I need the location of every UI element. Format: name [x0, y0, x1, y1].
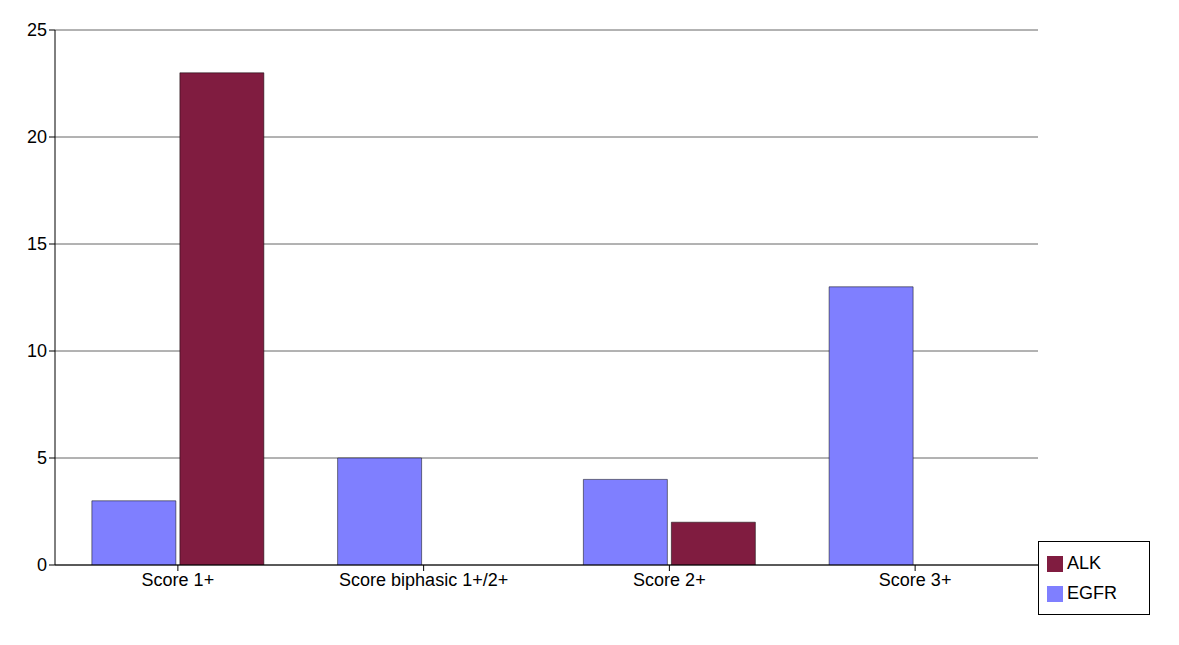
svg-text:Score 1+: Score 1+: [142, 570, 215, 590]
svg-text:Score 2+: Score 2+: [633, 570, 706, 590]
svg-text:0: 0: [37, 555, 47, 575]
svg-text:Score 3+: Score 3+: [879, 570, 952, 590]
svg-text:20: 20: [27, 127, 47, 147]
svg-text:Score biphasic 1+/2+: Score biphasic 1+/2+: [339, 570, 508, 590]
svg-text:5: 5: [37, 448, 47, 468]
html-text:ALK: ALK: [1067, 553, 1101, 573]
svg-text:25: 25: [27, 20, 47, 40]
html-text:EGFR: EGFR: [1067, 583, 1117, 603]
svg-text:10: 10: [27, 341, 47, 361]
svg-text:15: 15: [27, 234, 47, 254]
